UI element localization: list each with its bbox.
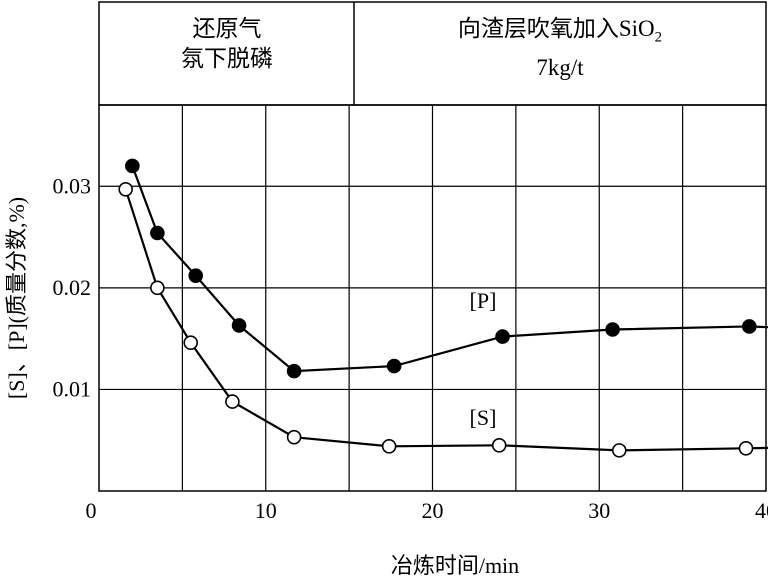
series-p-point — [286, 363, 302, 379]
series-label: [S] — [470, 405, 497, 430]
stage-1-label: 还原气 氛下脱磷 — [100, 14, 354, 74]
stage-2-label: 向渣层吹氧加入SiO2 7kg/t — [354, 14, 766, 83]
series-group: [P] [S] — [118, 158, 768, 458]
series-p-point — [386, 358, 402, 374]
series-label: [P] — [470, 288, 497, 313]
stage-2-line2: 7kg/t — [536, 54, 584, 80]
series-p-point — [125, 158, 140, 174]
stage-2-subscript: 2 — [654, 29, 663, 46]
series-s-point — [286, 429, 302, 445]
x-axis-label: 冶炼时间/min — [391, 553, 519, 578]
series-s-point — [738, 441, 754, 456]
series-s-point — [150, 280, 165, 296]
stage-1-line1: 还原气 — [192, 16, 262, 41]
x-tick-labels: 0 10 20 30 40 — [86, 498, 768, 523]
series-p-point — [231, 318, 247, 333]
stage-2-line1-text: 向渣层吹氧加入SiO — [457, 16, 655, 41]
series-p-point — [495, 329, 510, 344]
series-p-point — [188, 268, 204, 283]
x-tick-label: 10 — [255, 498, 277, 523]
header-frame — [98, 1, 767, 106]
y-tick-label: 0.03 — [53, 173, 92, 198]
series-p-point — [742, 319, 757, 334]
stage-1-line2: 氛下脱磷 — [181, 46, 273, 71]
grid-lines — [99, 105, 766, 491]
series-s-point — [611, 443, 627, 458]
x-tick-label: 0 — [86, 498, 97, 523]
series-s-point — [381, 439, 397, 454]
y-tick-label: 0.01 — [53, 376, 92, 401]
series-p-point — [150, 225, 165, 241]
series-s-point — [183, 335, 199, 350]
series-s-point — [491, 437, 507, 453]
series-s-point — [225, 394, 240, 409]
y-tick-label: 0.02 — [53, 275, 92, 300]
y-axis-label: [S]、[P](质量分数,%) — [4, 197, 29, 399]
series-p-point — [605, 322, 620, 337]
series-s-line — [124, 188, 768, 452]
series-s-point — [118, 182, 133, 197]
x-tick-label: 30 — [588, 498, 610, 523]
series-p-line — [131, 165, 768, 373]
y-tick-labels: 0.01 0.02 0.03 — [53, 173, 92, 401]
x-tick-label: 20 — [422, 498, 444, 523]
x-tick-label: 40 — [755, 498, 768, 523]
stage-2-line1: 向渣层吹氧加入SiO2 — [354, 14, 766, 53]
